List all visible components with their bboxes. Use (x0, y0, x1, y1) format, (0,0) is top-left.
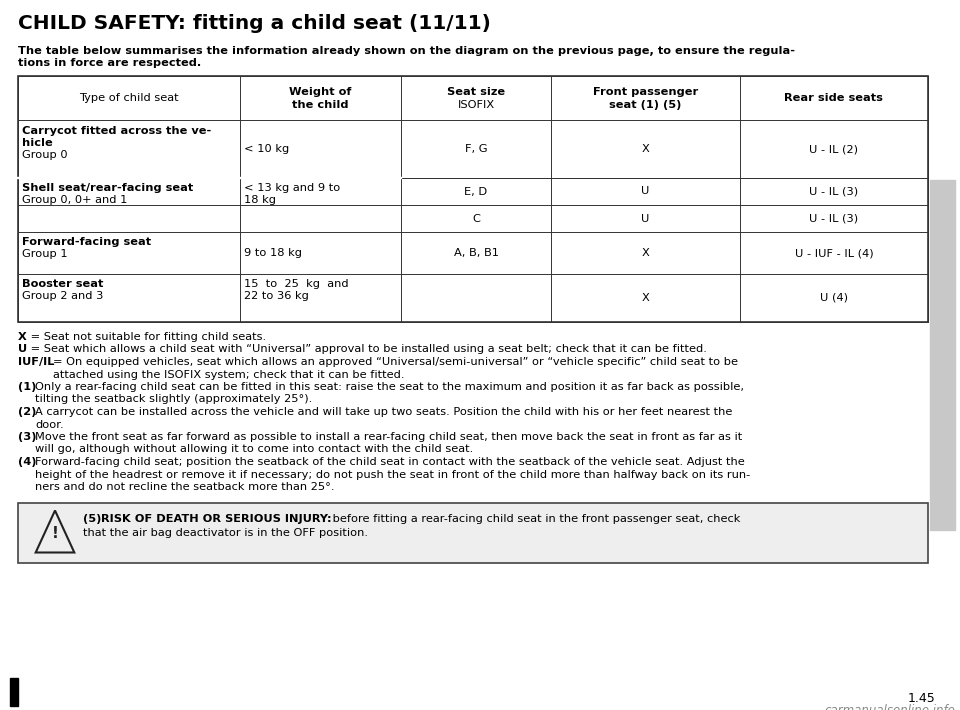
Text: 18 kg: 18 kg (244, 195, 276, 205)
Text: CHILD SAFETY: fitting a child seat (11/11): CHILD SAFETY: fitting a child seat (11/1… (18, 14, 491, 33)
Polygon shape (36, 510, 74, 552)
Bar (10, 678, 18, 706)
Bar (18, 503, 928, 562)
Text: Rear side seats: Rear side seats (784, 93, 883, 103)
Text: (5): (5) (83, 515, 106, 525)
Text: (2): (2) (18, 407, 36, 417)
Text: seat (1) (5): seat (1) (5) (610, 100, 682, 110)
Text: tions in force are respected.: tions in force are respected. (18, 58, 202, 68)
Text: 15  to  25  kg  and: 15 to 25 kg and (244, 279, 348, 289)
Text: U - IL (3): U - IL (3) (809, 214, 858, 224)
Text: attached using the ISOFIX system; check that it can be fitted.: attached using the ISOFIX system; check … (53, 369, 404, 380)
Text: Forward-facing child seat; position the seatback of the child seat in contact wi: Forward-facing child seat; position the … (35, 457, 745, 467)
Text: The table below summarises the information already shown on the diagram on the p: The table below summarises the informati… (18, 46, 795, 56)
Text: ISOFIX: ISOFIX (458, 100, 494, 110)
Text: C: C (472, 214, 480, 224)
Text: U - IUF - IL (4): U - IUF - IL (4) (795, 248, 874, 258)
Text: Only a rear-facing child seat can be fitted in this seat: raise the seat to the : Only a rear-facing child seat can be fit… (35, 382, 744, 392)
Text: Weight of: Weight of (289, 87, 351, 97)
Text: RISK OF DEATH OR SERIOUS INJURY:: RISK OF DEATH OR SERIOUS INJURY: (101, 515, 331, 525)
Text: A carrycot can be installed across the vehicle and will take up two seats. Posit: A carrycot can be installed across the v… (35, 407, 732, 417)
Text: carmanualsonline.info: carmanualsonline.info (824, 704, 955, 710)
Text: U - IL (2): U - IL (2) (809, 144, 858, 154)
Text: Front passenger: Front passenger (593, 87, 698, 97)
Text: Group 2 and 3: Group 2 and 3 (22, 291, 104, 301)
Text: = Seat not suitable for fitting child seats.: = Seat not suitable for fitting child se… (27, 332, 266, 342)
Text: < 13 kg and 9 to: < 13 kg and 9 to (244, 183, 340, 193)
Text: 22 to 36 kg: 22 to 36 kg (244, 291, 309, 301)
Text: !: ! (52, 526, 59, 541)
Text: = Seat which allows a child seat with “Universal” approval to be installed using: = Seat which allows a child seat with “U… (27, 344, 707, 354)
Text: X: X (18, 332, 27, 342)
Text: X: X (641, 144, 649, 154)
Text: Group 0, 0+ and 1: Group 0, 0+ and 1 (22, 195, 128, 205)
Text: (3): (3) (18, 432, 36, 442)
Text: IUF/IL: IUF/IL (18, 357, 55, 367)
Text: Forward-facing seat: Forward-facing seat (22, 237, 151, 247)
Text: A, B, B1: A, B, B1 (453, 248, 498, 258)
Text: Shell seat/rear-facing seat: Shell seat/rear-facing seat (22, 183, 193, 193)
Text: Group 0: Group 0 (22, 150, 67, 160)
Text: Move the front seat as far forward as possible to install a rear-facing child se: Move the front seat as far forward as po… (35, 432, 742, 442)
Text: < 10 kg: < 10 kg (244, 144, 289, 154)
Bar (930, 180, 955, 530)
Text: Type of child seat: Type of child seat (79, 93, 179, 103)
Text: U: U (641, 187, 650, 197)
Text: Booster seat: Booster seat (22, 279, 104, 289)
Text: U: U (18, 344, 27, 354)
Text: hicle: hicle (22, 138, 53, 148)
Text: E, D: E, D (465, 187, 488, 197)
Text: U (4): U (4) (820, 293, 848, 303)
Text: before fitting a rear-facing child seat in the front passenger seat, check: before fitting a rear-facing child seat … (329, 515, 740, 525)
Text: Carrycot fitted across the ve-: Carrycot fitted across the ve- (22, 126, 211, 136)
Text: will go, although without allowing it to come into contact with the child seat.: will go, although without allowing it to… (35, 444, 473, 454)
Text: F, G: F, G (465, 144, 488, 154)
Text: Seat size: Seat size (447, 87, 505, 97)
Text: U: U (641, 214, 650, 224)
Text: height of the headrest or remove it if necessary; do not push the seat in front : height of the headrest or remove it if n… (35, 469, 751, 479)
Text: X: X (641, 248, 649, 258)
Text: the child: the child (292, 100, 348, 110)
Bar (18, 76, 928, 322)
Text: that the air bag deactivator is in the OFF position.: that the air bag deactivator is in the O… (83, 528, 368, 538)
Text: 1.45: 1.45 (907, 692, 935, 705)
Text: X: X (641, 293, 649, 303)
Text: (1): (1) (18, 382, 36, 392)
Text: 9 to 18 kg: 9 to 18 kg (244, 248, 301, 258)
Text: door.: door. (35, 420, 63, 430)
Text: ners and do not recline the seatback more than 25°.: ners and do not recline the seatback mor… (35, 482, 334, 492)
Text: (4): (4) (18, 457, 36, 467)
Text: tilting the seatback slightly (approximately 25°).: tilting the seatback slightly (approxima… (35, 395, 312, 405)
Text: U - IL (3): U - IL (3) (809, 187, 858, 197)
Text: = On equipped vehicles, seat which allows an approved “Universal/semi-universal”: = On equipped vehicles, seat which allow… (53, 357, 738, 367)
Text: Group 1: Group 1 (22, 249, 67, 259)
